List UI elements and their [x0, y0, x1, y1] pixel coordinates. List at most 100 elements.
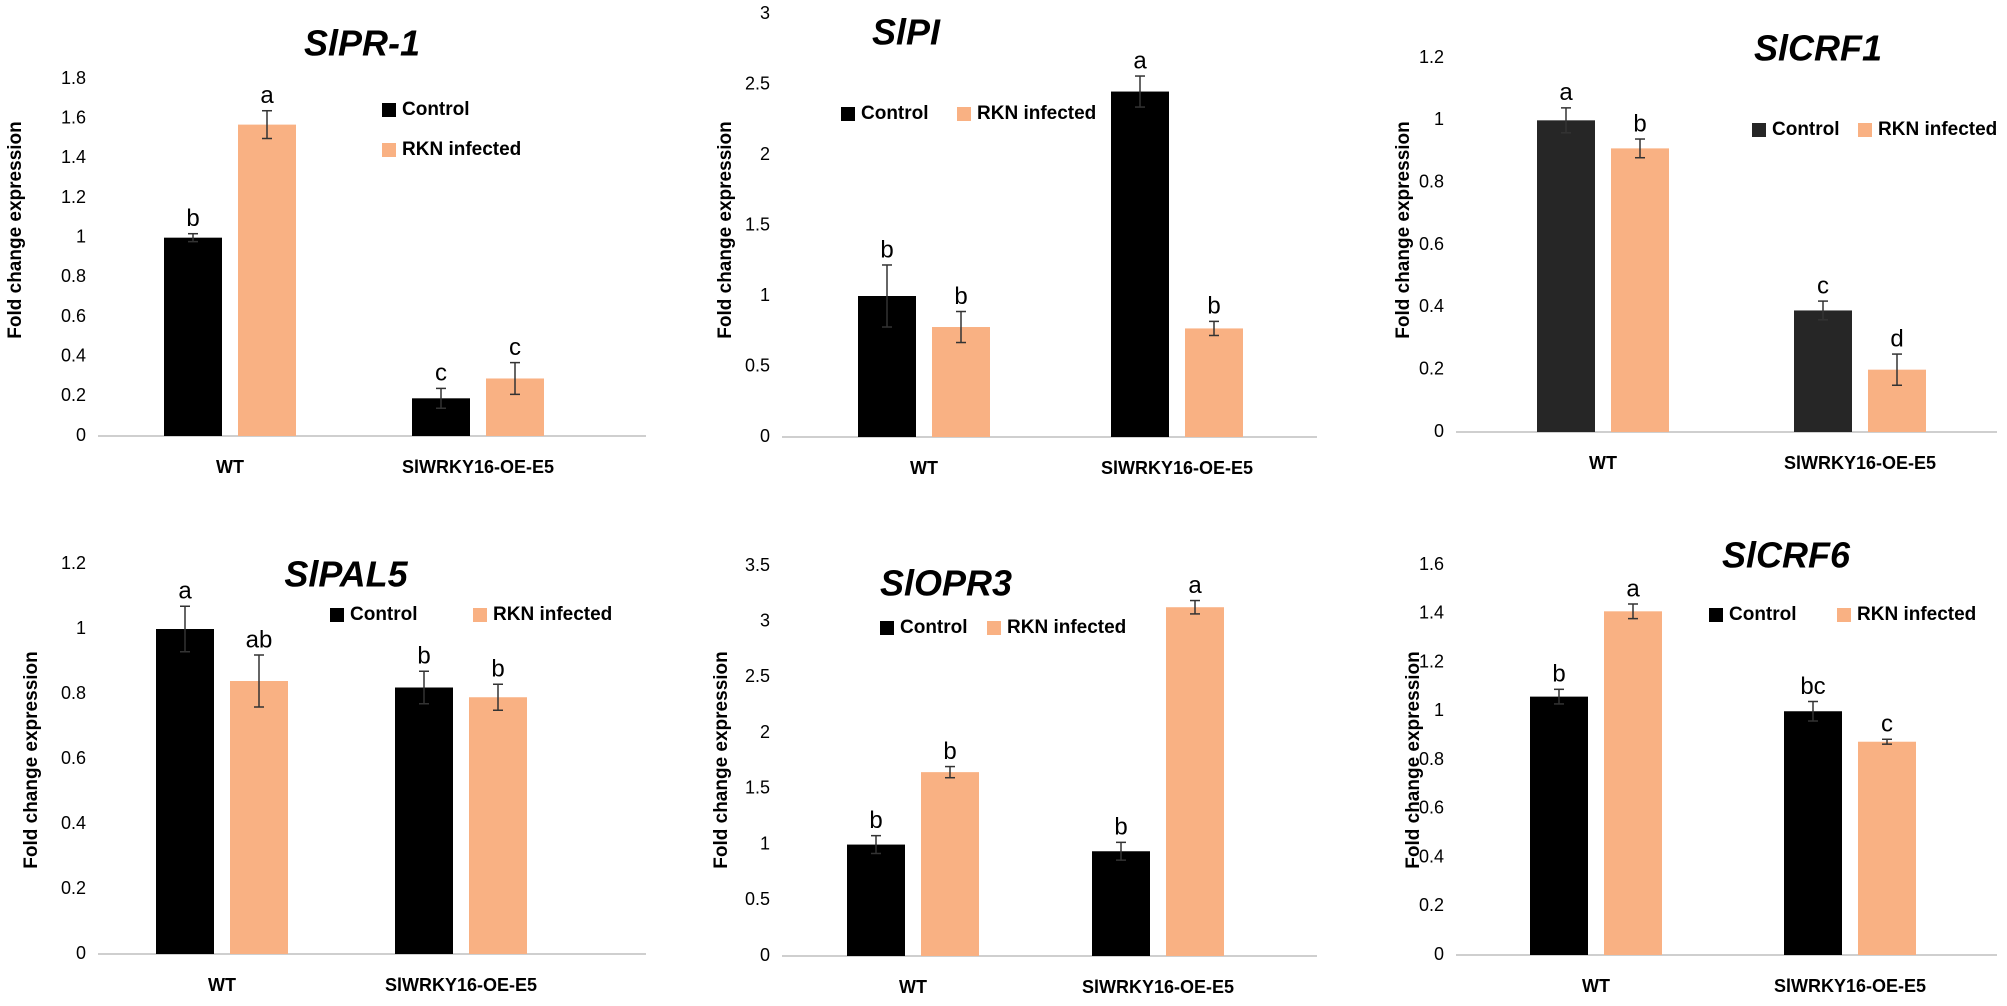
- significance-letter: b: [186, 205, 199, 232]
- legend: Control RKN infected: [330, 604, 612, 625]
- y-axis-label: Fold change expression: [711, 651, 732, 869]
- significance-letter: a: [1559, 79, 1573, 106]
- legend-label-control: Control: [1729, 604, 1797, 625]
- legend-swatch-control: [1709, 608, 1723, 622]
- y-axis-label: Fold change expression: [1393, 121, 1414, 339]
- chart-panel-1: SlPR-1 Fold change expression 0 0.2 0.4 0.6 0.…: [5, 23, 646, 477]
- error-bar: [254, 654, 264, 708]
- bar-control-oe: [395, 687, 453, 954]
- error-bar: [1628, 603, 1638, 620]
- error-bar: [871, 834, 881, 855]
- y-tick-label: 0.4: [1419, 296, 1444, 316]
- bar-rkn-infected-oe: [469, 697, 527, 954]
- chart-title: SlOPR3: [880, 563, 1012, 604]
- y-tick-label: 0.8: [61, 683, 86, 703]
- legend-swatch-control: [382, 103, 396, 117]
- y-axis-label: Fold change expression: [5, 121, 26, 339]
- y-tick-label: 1: [1434, 109, 1444, 129]
- y-tick-label: 3: [760, 3, 770, 23]
- legend-label-rkn-infected: RKN infected: [402, 139, 521, 160]
- y-tick-label: 0.2: [1419, 358, 1444, 378]
- significance-letter: b: [417, 643, 430, 670]
- chart-title: SlPAL5: [284, 554, 408, 595]
- x-category-label: WT: [208, 975, 236, 995]
- y-tick-label: 1.8: [61, 68, 86, 88]
- significance-letter: c: [1817, 272, 1829, 299]
- y-tick-label: 0.4: [1419, 846, 1444, 866]
- y-tick-label: 2.5: [745, 73, 770, 93]
- x-category-label: SlWRKY16-OE-E5: [1082, 977, 1234, 997]
- chart-title: SlPR-1: [304, 23, 420, 64]
- y-tick-label: 1.2: [61, 553, 86, 573]
- y-tick-label: 0: [760, 426, 770, 446]
- y-tick-label: 1.2: [1419, 651, 1444, 671]
- bar-rkn-infected-wt: [932, 327, 990, 437]
- significance-letter: b: [1552, 661, 1565, 688]
- significance-letter: a: [1626, 575, 1640, 602]
- legend-swatch-rkn-infected: [987, 621, 1001, 635]
- y-tick-label: 1.6: [1419, 554, 1444, 574]
- significance-letter: c: [509, 334, 521, 361]
- significance-letter: a: [1133, 47, 1147, 74]
- x-category-label: WT: [1589, 453, 1617, 473]
- y-tick-label: 0.5: [745, 355, 770, 375]
- y-tick-label: 0.6: [61, 748, 86, 768]
- y-tick-label: 1: [1434, 700, 1444, 720]
- y-tick-label: 2.5: [745, 666, 770, 686]
- y-tick-label: 0: [1434, 421, 1444, 441]
- y-tick-label: 0.8: [61, 266, 86, 286]
- chart-panel-3: SlCRF1 Fold change expression 0 0.2 0.4 0.6 0.…: [1393, 28, 1997, 473]
- legend-swatch-control: [1752, 123, 1766, 137]
- y-tick-label: 0: [76, 943, 86, 963]
- y-tick-label: 3: [760, 610, 770, 630]
- x-category-label: WT: [899, 977, 927, 997]
- legend-label-rkn-infected: RKN infected: [1007, 617, 1126, 638]
- legend-swatch-rkn-infected: [957, 107, 971, 121]
- y-tick-label: 1.6: [61, 107, 86, 127]
- y-tick-label: 2: [760, 722, 770, 742]
- y-tick-label: 1.4: [1419, 603, 1444, 623]
- error-bar: [1818, 300, 1828, 321]
- y-tick-label: 1.2: [1419, 47, 1444, 67]
- error-bar: [180, 605, 190, 653]
- y-tick-label: 0: [76, 425, 86, 445]
- legend-label-control: Control: [900, 617, 968, 638]
- x-category-label: SlWRKY16-OE-E5: [402, 457, 554, 477]
- bar-rkn-infected-oe: [1858, 741, 1916, 955]
- bar-control-oe: [1784, 711, 1842, 955]
- error-bar: [956, 310, 966, 344]
- chart-title: SlCRF1: [1754, 28, 1882, 69]
- legend: Control RKN infected: [880, 617, 1126, 638]
- significance-letter: b: [869, 807, 882, 834]
- error-bar: [1554, 688, 1564, 705]
- bar-control-wt: [164, 237, 222, 436]
- error-bar: [262, 109, 272, 140]
- bar-rkn-infected-wt: [1604, 611, 1662, 955]
- legend-swatch-rkn-infected: [1837, 608, 1851, 622]
- legend-swatch-control: [841, 107, 855, 121]
- error-bar: [1209, 320, 1219, 337]
- legend-label-control: Control: [1772, 119, 1840, 140]
- bar-control-oe: [1111, 91, 1169, 438]
- chart-title: SlCRF6: [1722, 535, 1851, 576]
- y-tick-label: 0.4: [61, 813, 86, 833]
- significance-letter: b: [1207, 293, 1220, 320]
- error-bar: [1190, 599, 1200, 615]
- bar-control-oe: [1794, 310, 1852, 432]
- x-category-label: WT: [216, 457, 244, 477]
- bar-control-wt: [847, 844, 905, 956]
- legend: Control RKN infected: [1709, 604, 1976, 625]
- y-tick-label: 1.5: [745, 214, 770, 234]
- bar-rkn-infected-wt: [230, 681, 288, 954]
- y-tick-label: 1: [76, 226, 86, 246]
- error-bar: [419, 670, 429, 705]
- legend-swatch-control: [330, 608, 344, 622]
- error-bar: [1882, 738, 1892, 745]
- significance-letter: bc: [1800, 673, 1825, 700]
- legend-label-rkn-infected: RKN infected: [977, 103, 1096, 124]
- legend: Control RKN infected: [382, 99, 521, 160]
- legend: Control RKN infected: [841, 103, 1096, 124]
- y-tick-label: 1: [76, 618, 86, 638]
- error-bar: [1116, 841, 1126, 861]
